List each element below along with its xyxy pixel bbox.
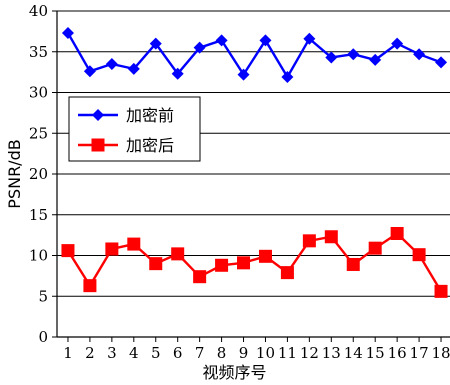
data-point (390, 226, 404, 240)
data-point (193, 41, 206, 54)
y-tick-label: 20 (29, 165, 48, 183)
y-tick-label: 25 (29, 124, 48, 142)
x-tick-label: 17 (410, 344, 429, 362)
legend-item-2: 加密后 (78, 136, 174, 155)
data-point (215, 258, 229, 272)
data-point (303, 32, 316, 45)
data-point (193, 270, 207, 284)
legend-swatch-marker (92, 109, 104, 121)
data-point (391, 37, 404, 50)
x-tick-label: 11 (278, 344, 297, 362)
y-tick-label: 10 (29, 247, 48, 265)
data-point (237, 256, 251, 270)
x-tick-label: 3 (107, 344, 117, 362)
data-point (369, 53, 382, 66)
data-point (324, 230, 338, 244)
data-point (149, 257, 163, 271)
x-tick-label: 8 (217, 344, 227, 362)
legend-label: 加密后 (126, 136, 174, 155)
x-tick-label: 16 (388, 344, 407, 362)
y-tick-label: 35 (29, 43, 48, 61)
data-point (368, 241, 382, 255)
series-line-2 (66, 231, 443, 292)
data-point (413, 48, 426, 61)
data-point (346, 257, 360, 271)
data-point (215, 34, 228, 47)
legend-label: 加密前 (126, 106, 174, 125)
data-point (435, 56, 448, 69)
data-point (281, 71, 294, 84)
data-point (127, 237, 141, 251)
data-point (259, 34, 272, 47)
series-group (61, 27, 448, 298)
data-point (325, 51, 338, 64)
data-point (171, 247, 185, 261)
data-point (61, 244, 75, 258)
data-point (347, 48, 360, 61)
data-point (280, 266, 294, 280)
x-tick-label: 2 (85, 344, 95, 362)
x-tick-label: 7 (195, 344, 205, 362)
series-2 (61, 226, 448, 298)
data-point (412, 248, 426, 262)
y-tick-label: 5 (38, 287, 48, 305)
x-tick-label: 12 (300, 344, 319, 362)
legend-swatch-marker (91, 138, 105, 152)
x-tick-label: 10 (256, 344, 275, 362)
data-point (149, 37, 162, 50)
x-tick-label: 6 (173, 344, 183, 362)
data-point (83, 65, 96, 78)
data-point (258, 249, 272, 263)
y-tick-label: 15 (29, 206, 48, 224)
data-point (105, 242, 119, 256)
x-tick-label: 1 (63, 344, 73, 362)
data-point (302, 234, 316, 248)
legend-box (68, 96, 201, 162)
y-axis-title: PSNR/dB (5, 139, 24, 208)
data-point (105, 57, 118, 70)
series-line-1 (66, 32, 442, 80)
x-tick-label: 5 (151, 344, 161, 362)
y-tick-label: 40 (29, 2, 48, 20)
x-axis-title: 视频序号 (202, 363, 266, 382)
data-point (237, 68, 250, 81)
x-tick-label: 13 (322, 344, 341, 362)
x-tick-label: 15 (366, 344, 385, 362)
x-tick-label: 4 (129, 344, 139, 362)
series-1 (61, 27, 448, 84)
data-point (61, 27, 74, 40)
y-tick-label: 0 (38, 328, 48, 346)
data-point (171, 67, 184, 80)
y-tick-label: 30 (29, 84, 48, 102)
x-tick-label: 18 (431, 344, 450, 362)
x-tick-label: 14 (344, 344, 363, 362)
data-point (83, 279, 97, 293)
data-point (127, 62, 140, 75)
data-point (434, 284, 448, 298)
legend-item-1: 加密前 (78, 106, 174, 125)
x-tick-label: 9 (239, 344, 249, 362)
